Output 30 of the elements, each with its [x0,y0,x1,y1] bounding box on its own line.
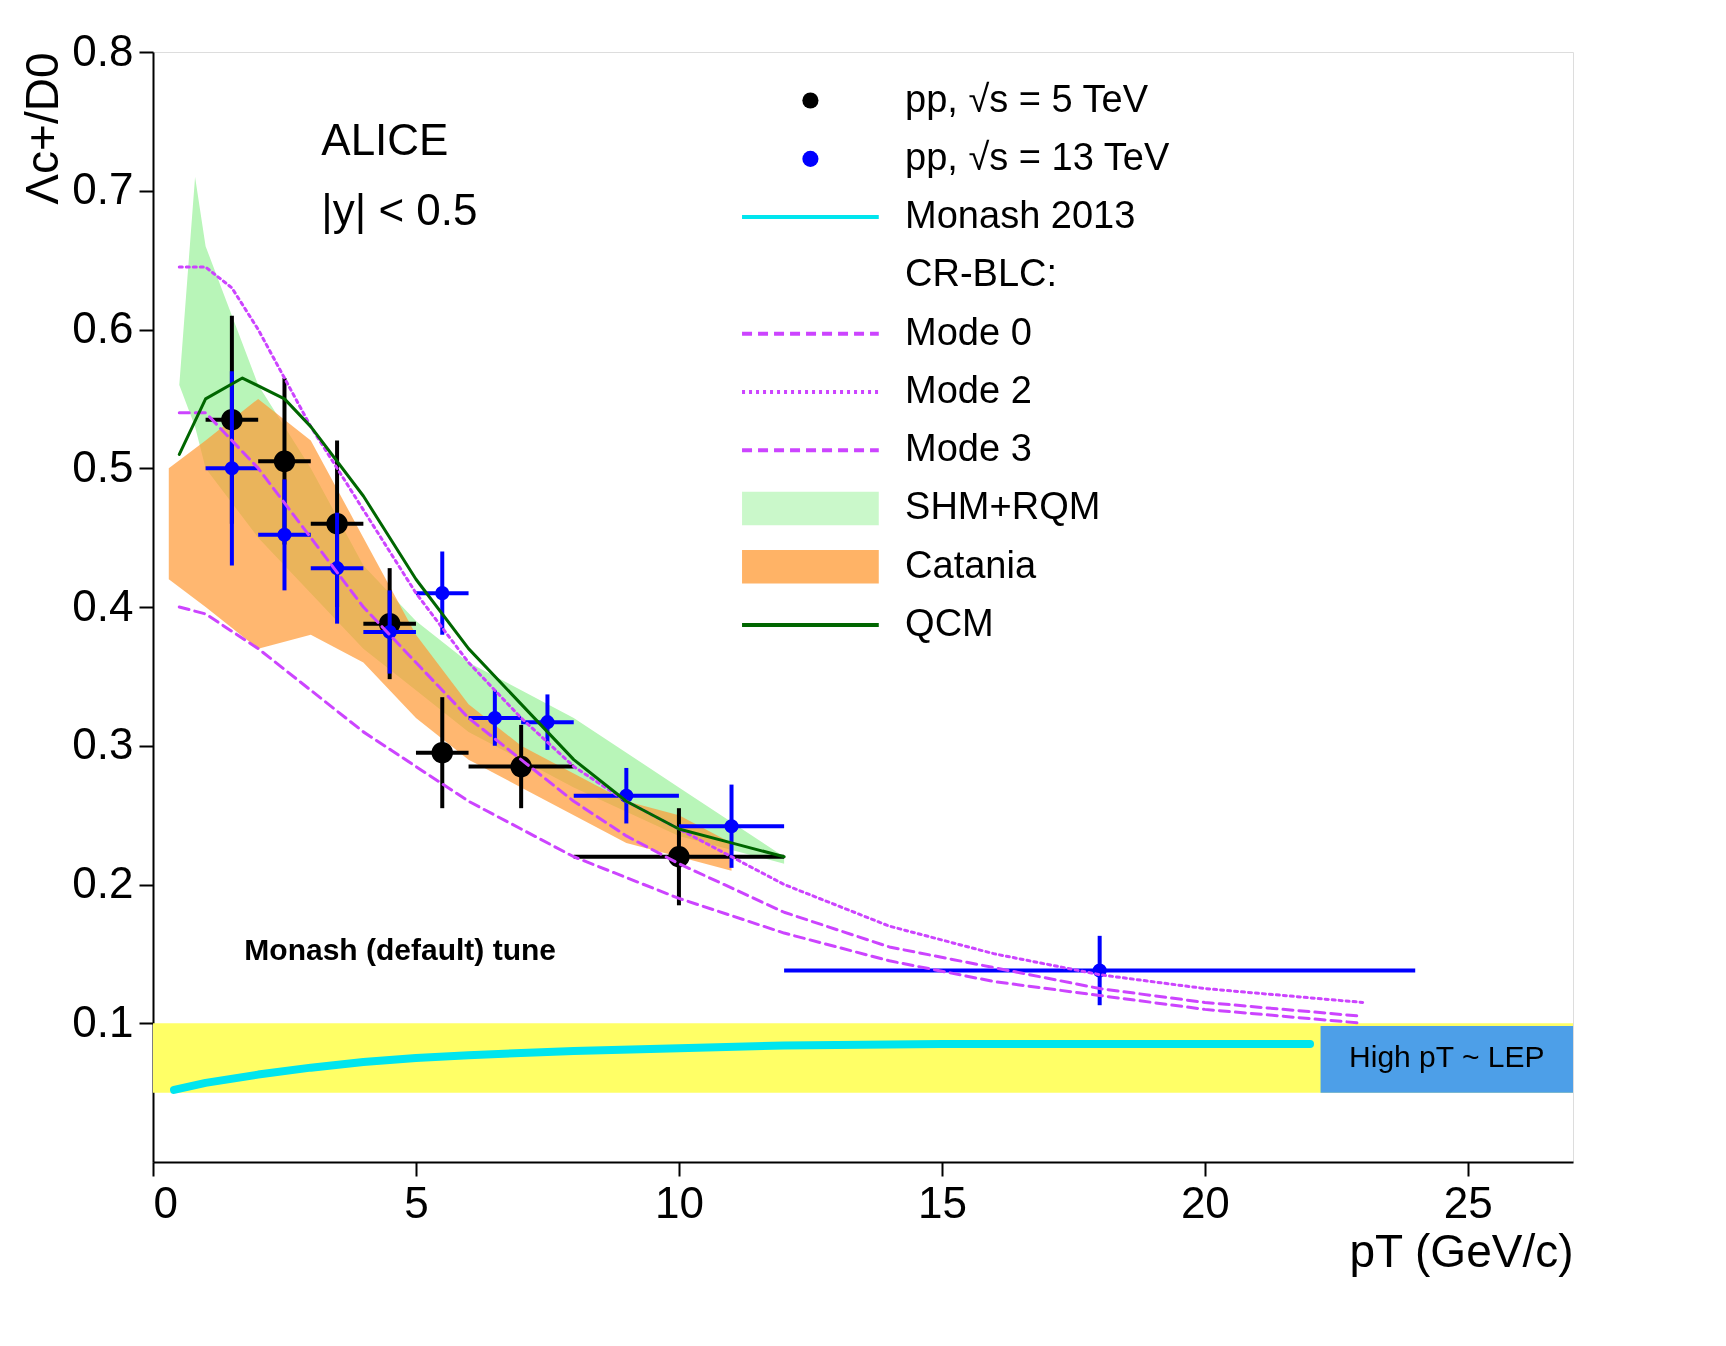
legend-label: pp, √s = 5 TeV [905,77,1149,120]
annotation: |y| < 0.5 [321,184,478,234]
legend-label: Mode 0 [905,310,1032,353]
y-axis-title: Λc+/D0 [16,52,69,205]
annotation: CR-BLC: [905,252,1058,295]
legend-label: Mode 3 [905,427,1032,470]
x-tick-label: 25 [1443,1177,1493,1227]
annotation: ALICE [321,115,449,165]
annotation: Monash (default) tune [244,933,557,967]
y-tick-label: 0.8 [72,25,134,75]
y-tick-label: 0.4 [72,580,134,630]
x-tick-label: 10 [654,1177,704,1227]
y-tick-label: 0.5 [72,441,134,491]
y-tick-label: 0.2 [72,858,134,907]
legend-label: Catania [905,543,1037,586]
legend-label: SHM+RQM [905,485,1101,528]
x-tick-label: 20 [1180,1177,1230,1227]
legend-label: Monash 2013 [905,194,1136,237]
y-tick-label: 0.3 [72,719,134,769]
y-tick-label: 0.7 [72,164,134,214]
y-tick-label: 0.1 [72,996,134,1046]
legend-label: Mode 2 [905,368,1032,411]
y-tick-label: 0.6 [72,303,134,352]
x-tick-label: 0 [153,1177,178,1227]
annotation: High pT ~ LEP [1349,1039,1545,1073]
legend-label: pp, √s = 13 TeV [905,135,1170,178]
x-axis-title: pT (GeV/c) [1349,1224,1574,1277]
x-tick-label: 5 [404,1177,429,1227]
x-tick-label: 15 [917,1177,967,1227]
legend-label: QCM [905,602,994,645]
